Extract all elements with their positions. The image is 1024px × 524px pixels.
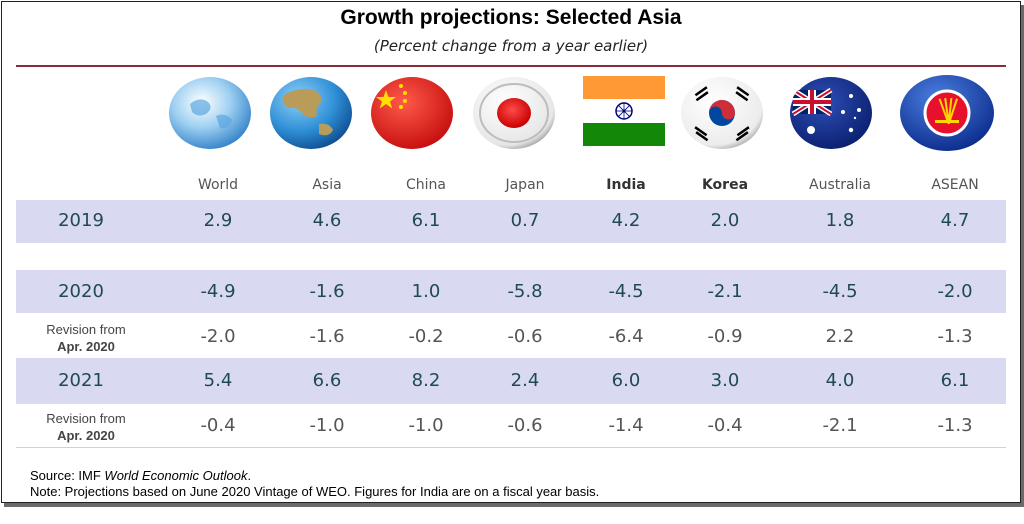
row-label-2019: 2019 bbox=[58, 210, 104, 231]
revision-label-line1: Revision from bbox=[46, 322, 126, 337]
table-cell: 4.2 bbox=[611, 210, 641, 231]
korea-flag-icon bbox=[680, 76, 764, 150]
column-header: Asia bbox=[312, 177, 342, 193]
table-cell: -1.0 bbox=[408, 415, 444, 436]
table-cell: 6.1 bbox=[411, 210, 441, 231]
japan-flag-icon bbox=[472, 76, 556, 150]
table-cell: -1.3 bbox=[937, 326, 973, 347]
table-cell: 1.0 bbox=[411, 281, 441, 302]
table-cell: 6.6 bbox=[312, 370, 342, 391]
table-cell: -1.6 bbox=[309, 326, 345, 347]
globe-asia-icon bbox=[269, 76, 353, 150]
table-cell: -0.4 bbox=[707, 415, 743, 436]
china-flag-icon bbox=[370, 76, 454, 150]
chart-frame: Growth projections: Selected Asia (Perce… bbox=[1, 1, 1021, 503]
revision-label-line2: Apr. 2020 bbox=[57, 428, 115, 443]
top-rule bbox=[16, 65, 1006, 67]
table-cell: -2.0 bbox=[200, 326, 236, 347]
table-cell: -4.9 bbox=[200, 281, 236, 302]
note-line: Note: Projections based on June 2020 Vin… bbox=[30, 484, 600, 499]
column-header: World bbox=[197, 177, 239, 193]
column-header: Korea bbox=[701, 177, 749, 193]
asean-flag-icon bbox=[899, 74, 995, 152]
table-cell: 6.0 bbox=[611, 370, 641, 391]
table-cell: 6.1 bbox=[940, 370, 970, 391]
column-header: ASEAN bbox=[931, 177, 979, 193]
table-cell: -0.6 bbox=[507, 326, 543, 347]
source-prefix: Source: IMF bbox=[30, 468, 105, 483]
table-cell: 2.0 bbox=[710, 210, 740, 231]
table-cell: -2.0 bbox=[937, 281, 973, 302]
table-cell: 2.2 bbox=[825, 326, 855, 347]
table-bottom-line bbox=[16, 447, 1006, 448]
table-cell: -2.1 bbox=[822, 415, 858, 436]
source-publication: World Economic Outlook bbox=[104, 468, 248, 483]
table-cell: 2.4 bbox=[510, 370, 540, 391]
australia-flag-icon bbox=[789, 76, 873, 150]
row-label-revision-2020: Revision from Apr. 2020 bbox=[16, 321, 156, 355]
table-cell: -0.9 bbox=[707, 326, 743, 347]
row-band-2020 bbox=[16, 270, 1006, 313]
table-cell: -5.8 bbox=[507, 281, 543, 302]
row-label-revision-2021: Revision from Apr. 2020 bbox=[16, 410, 156, 444]
column-header: Australia bbox=[809, 177, 871, 193]
table-cell: 4.0 bbox=[825, 370, 855, 391]
table-cell: 4.6 bbox=[312, 210, 342, 231]
row-label-2020: 2020 bbox=[58, 281, 104, 302]
table-cell: -0.4 bbox=[200, 415, 236, 436]
row-band-2019 bbox=[16, 200, 1006, 243]
table-cell: -4.5 bbox=[608, 281, 644, 302]
table-cell: 3.0 bbox=[710, 370, 740, 391]
column-header: India bbox=[606, 177, 646, 193]
table-cell: 0.7 bbox=[510, 210, 540, 231]
globe-world-icon bbox=[168, 76, 252, 150]
table-cell: -0.2 bbox=[408, 326, 444, 347]
table-cell: 2.9 bbox=[203, 210, 233, 231]
revision-label-line1: Revision from bbox=[46, 411, 126, 426]
table-cell: 4.7 bbox=[940, 210, 970, 231]
table-cell: -1.0 bbox=[309, 415, 345, 436]
table-cell: 8.2 bbox=[411, 370, 441, 391]
table-cell: 5.4 bbox=[203, 370, 233, 391]
source-line: Source: IMF World Economic Outlook. bbox=[30, 468, 599, 484]
table-cell: -1.3 bbox=[937, 415, 973, 436]
table-cell: -0.6 bbox=[507, 415, 543, 436]
row-label-2021: 2021 bbox=[58, 370, 104, 391]
chart-title: Growth projections: Selected Asia bbox=[340, 6, 682, 29]
row-band-2021 bbox=[16, 358, 1006, 404]
table-cell: 1.8 bbox=[825, 210, 855, 231]
source-note: Source: IMF World Economic Outlook. Note… bbox=[30, 468, 599, 500]
column-header: Japan bbox=[505, 177, 545, 193]
column-header: China bbox=[406, 177, 446, 193]
source-suffix: . bbox=[247, 468, 252, 483]
chart-subtitle: (Percent change from a year earlier) bbox=[373, 37, 649, 55]
table-cell: -1.4 bbox=[608, 415, 644, 436]
table-cell: -6.4 bbox=[608, 326, 644, 347]
revision-label-line2: Apr. 2020 bbox=[57, 339, 115, 354]
india-flag-icon bbox=[583, 76, 665, 146]
table-cell: -4.5 bbox=[822, 281, 858, 302]
table-cell: -2.1 bbox=[707, 281, 743, 302]
table-cell: -1.6 bbox=[309, 281, 345, 302]
